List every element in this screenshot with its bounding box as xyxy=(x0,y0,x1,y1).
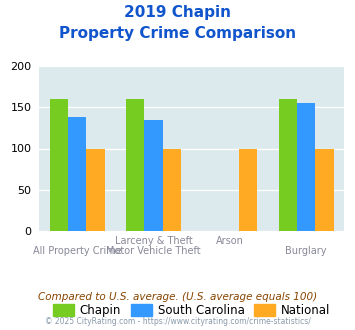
Bar xyxy=(315,148,334,231)
Text: Compared to U.S. average. (U.S. average equals 100): Compared to U.S. average. (U.S. average … xyxy=(38,292,317,302)
Bar xyxy=(239,148,257,231)
Bar xyxy=(279,99,297,231)
Bar xyxy=(68,117,86,231)
Text: Motor Vehicle Theft: Motor Vehicle Theft xyxy=(106,246,201,256)
Bar xyxy=(50,99,68,231)
Text: Property Crime Comparison: Property Crime Comparison xyxy=(59,26,296,41)
Text: Larceny & Theft: Larceny & Theft xyxy=(115,236,192,246)
Text: © 2025 CityRating.com - https://www.cityrating.com/crime-statistics/: © 2025 CityRating.com - https://www.city… xyxy=(45,317,310,326)
Text: All Property Crime: All Property Crime xyxy=(33,246,121,256)
Bar xyxy=(144,120,163,231)
Text: 2019 Chapin: 2019 Chapin xyxy=(124,5,231,20)
Legend: Chapin, South Carolina, National: Chapin, South Carolina, National xyxy=(48,300,335,322)
Bar xyxy=(163,148,181,231)
Text: Arson: Arson xyxy=(216,236,244,246)
Bar xyxy=(126,99,144,231)
Text: Burglary: Burglary xyxy=(285,246,327,256)
Bar xyxy=(297,103,315,231)
Bar xyxy=(86,148,105,231)
